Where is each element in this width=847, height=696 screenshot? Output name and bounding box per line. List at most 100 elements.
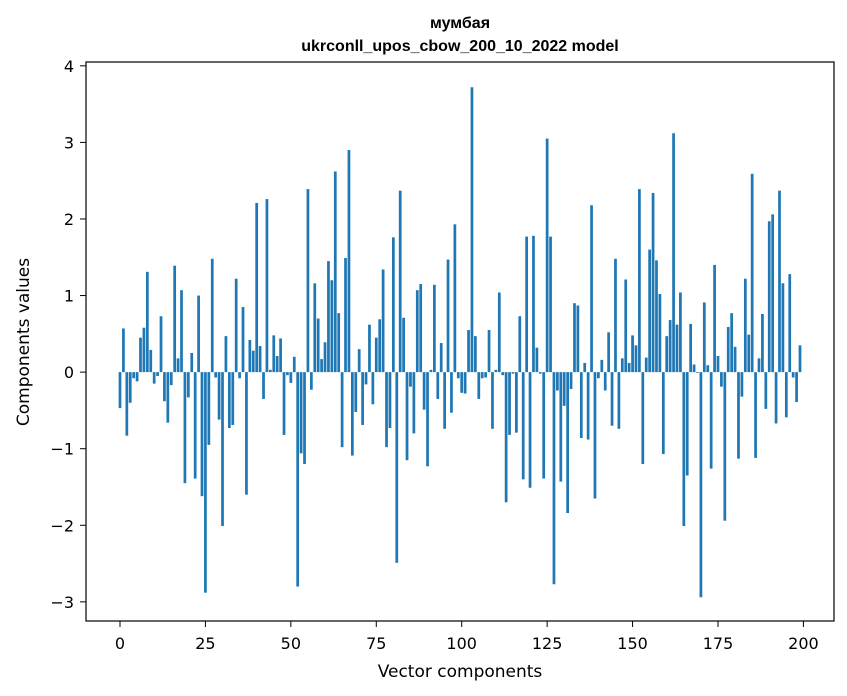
bar-153 — [641, 372, 645, 465]
bar-114 — [508, 372, 511, 435]
bar-47 — [279, 338, 282, 373]
bar-30 — [221, 372, 224, 527]
bar-168 — [692, 364, 696, 373]
bar-171 — [702, 302, 706, 373]
bar-125 — [545, 138, 549, 373]
bar-192 — [774, 372, 778, 424]
y-tick-label: −2 — [50, 516, 74, 535]
bar-82 — [398, 190, 402, 373]
bar-51 — [292, 356, 296, 373]
x-axis-label: Vector components — [378, 662, 543, 682]
x-tick-label: 100 — [446, 634, 477, 653]
bar-152 — [638, 189, 641, 373]
bar-175 — [716, 356, 720, 373]
bar-167 — [689, 323, 693, 373]
bar-165 — [682, 372, 686, 527]
bar-40 — [255, 202, 259, 373]
bar-104 — [474, 336, 477, 373]
bar-181 — [737, 372, 740, 459]
bar-144 — [610, 372, 614, 426]
bar-162 — [672, 133, 675, 373]
bar-83 — [402, 317, 405, 373]
bar-19 — [183, 372, 187, 484]
bar-50 — [289, 372, 293, 383]
bar-45 — [272, 335, 276, 373]
bar-112 — [501, 372, 505, 376]
bar-183 — [743, 278, 747, 373]
bar-164 — [679, 292, 682, 373]
bar-143 — [607, 332, 611, 373]
y-tick-label: 3 — [64, 133, 74, 152]
bar-87 — [415, 290, 419, 373]
bar-105 — [477, 372, 481, 399]
bar-139 — [593, 372, 597, 499]
bar-108 — [487, 330, 491, 373]
bar-76 — [378, 319, 382, 373]
bar-195 — [784, 372, 788, 418]
bar-173 — [709, 372, 713, 469]
x-tick-label: 25 — [195, 634, 215, 653]
bar-81 — [395, 372, 399, 563]
bars-group — [118, 87, 802, 598]
bar-57 — [313, 283, 317, 373]
bar-32 — [227, 372, 231, 429]
bar-151 — [634, 345, 638, 373]
bar-29 — [217, 372, 221, 420]
bar-66 — [344, 258, 347, 373]
bar-69 — [354, 372, 358, 412]
bar-184 — [747, 334, 751, 373]
bar-39 — [251, 350, 255, 373]
bar-138 — [590, 205, 593, 373]
y-axis-label: Components values — [14, 258, 34, 426]
bar-77 — [381, 269, 385, 373]
bar-46 — [275, 356, 279, 373]
bar-134 — [576, 305, 580, 373]
bar-109 — [491, 372, 494, 429]
bar-49 — [286, 372, 289, 376]
x-tick-label: 150 — [617, 634, 648, 653]
bar-154 — [644, 357, 648, 373]
bar-122 — [535, 347, 539, 373]
bar-21 — [190, 352, 194, 373]
bar-35 — [238, 372, 241, 379]
bar-121 — [532, 235, 535, 373]
bar-1 — [122, 328, 125, 373]
bar-64 — [337, 313, 341, 373]
bar-88 — [419, 284, 423, 373]
bar-106 — [480, 372, 484, 379]
y-tick-label: 1 — [64, 287, 74, 306]
bar-115 — [511, 372, 515, 374]
bar-180 — [733, 346, 737, 373]
bar-133 — [573, 303, 576, 373]
bar-61 — [327, 261, 330, 373]
bar-110 — [494, 369, 498, 373]
bar-199 — [798, 345, 802, 373]
x-tick-label: 50 — [281, 634, 301, 653]
bar-9 — [149, 349, 153, 373]
bar-103 — [470, 87, 474, 373]
bar-147 — [620, 358, 624, 373]
bar-131 — [566, 372, 569, 514]
bar-124 — [542, 372, 546, 479]
x-tick-label: 0 — [115, 634, 125, 653]
bar-0 — [118, 372, 122, 409]
bar-4 — [132, 372, 136, 379]
bar-102 — [467, 330, 470, 373]
bar-140 — [597, 372, 600, 379]
bar-148 — [624, 279, 628, 373]
bar-193 — [778, 190, 781, 373]
bar-126 — [549, 236, 552, 373]
bar-129 — [559, 372, 563, 482]
bar-155 — [648, 249, 652, 373]
bar-100 — [460, 372, 464, 393]
bar-73 — [368, 324, 371, 373]
bar-58 — [316, 318, 320, 373]
bar-188 — [761, 313, 764, 373]
y-tick-label: 4 — [64, 57, 74, 76]
bar-149 — [627, 362, 631, 373]
bar-185 — [750, 173, 754, 373]
bar-145 — [614, 258, 617, 373]
bar-72 — [364, 372, 368, 385]
bar-7 — [142, 327, 146, 373]
bar-54 — [303, 372, 306, 465]
